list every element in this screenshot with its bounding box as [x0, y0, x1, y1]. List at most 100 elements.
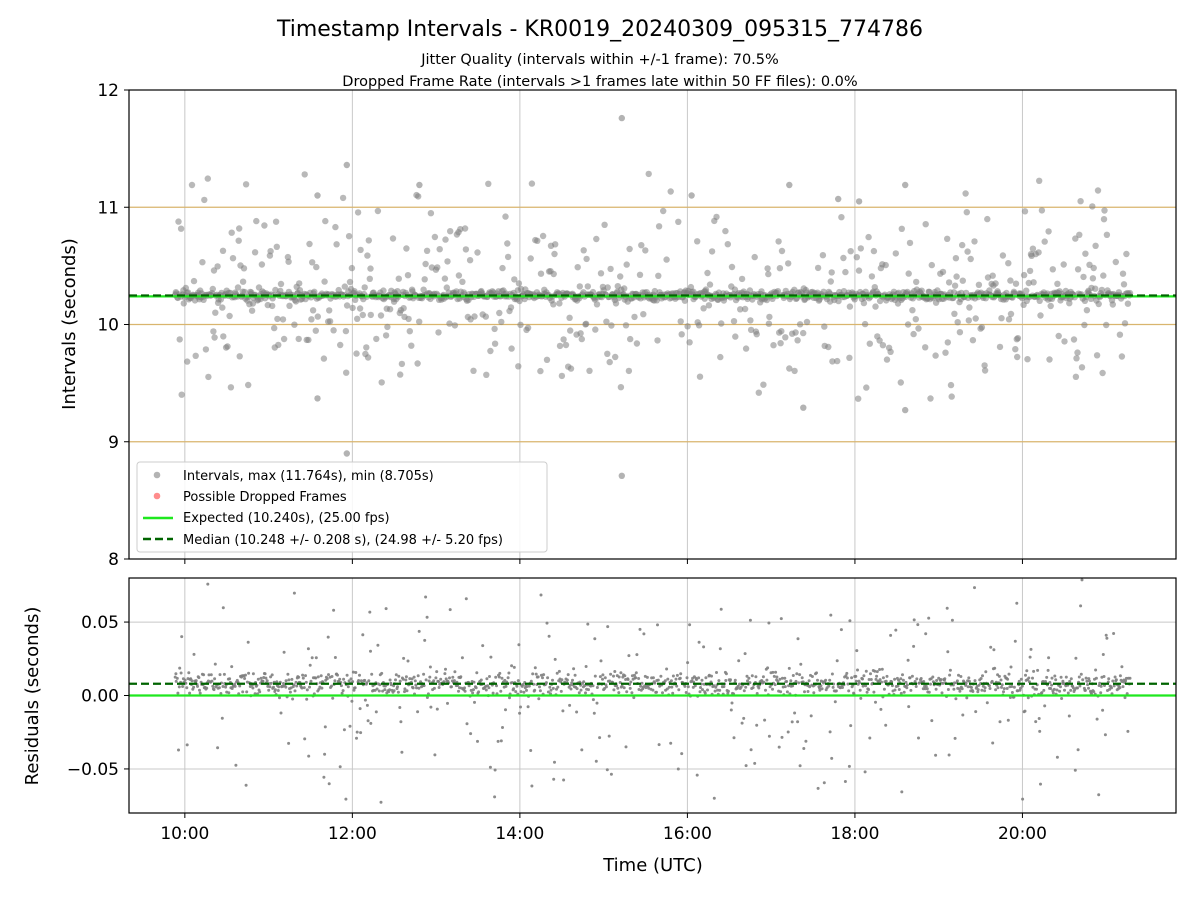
interval-point — [1072, 235, 1079, 242]
interval-point — [444, 258, 451, 265]
residual-point — [795, 672, 799, 676]
x-tick-label: 14:00 — [495, 824, 544, 844]
residual-point — [645, 675, 649, 679]
interval-point — [855, 267, 863, 274]
interval-point — [353, 350, 360, 357]
interval-point — [1022, 287, 1030, 294]
interval-point — [1045, 228, 1052, 235]
residual-point — [369, 721, 373, 725]
residual-point — [595, 701, 599, 705]
interval-point — [1012, 346, 1019, 353]
interval-point — [951, 282, 959, 289]
interval-point — [367, 311, 374, 319]
interval-point — [755, 389, 762, 396]
residual-point — [227, 691, 231, 695]
interval-point — [913, 278, 920, 286]
residual-point — [346, 685, 350, 689]
residual-point — [970, 686, 973, 689]
interval-point — [574, 264, 581, 271]
interval-point — [320, 355, 328, 362]
residual-point — [450, 685, 453, 689]
interval-point — [436, 246, 443, 253]
residual-point — [512, 665, 516, 669]
residual-point — [1076, 686, 1079, 690]
residual-point — [1002, 687, 1006, 691]
residual-point — [414, 683, 418, 687]
bottom-y-tick-label: 0.05 — [81, 613, 119, 633]
residual-point — [472, 680, 476, 684]
residual-point — [460, 656, 464, 660]
residual-point — [389, 683, 393, 687]
interval-point — [631, 313, 638, 321]
residual-point — [755, 692, 759, 695]
interval-point — [309, 259, 316, 266]
residual-point — [701, 688, 704, 692]
residual-point — [638, 627, 642, 631]
residual-point — [467, 684, 471, 688]
residual-point — [1015, 601, 1019, 605]
interval-point — [971, 238, 978, 245]
residual-point — [617, 691, 621, 695]
interval-point — [928, 261, 935, 269]
top-y-tick-label: 9 — [108, 433, 119, 453]
top-panel: 8 9 10 11 12 Intervals (seconds) Intervals, … — [59, 81, 1177, 570]
residual-point — [1126, 729, 1130, 733]
interval-point — [314, 313, 321, 320]
interval-point — [686, 339, 693, 346]
residual-point — [861, 684, 865, 688]
residual-point — [568, 683, 572, 687]
legend: Intervals, max (11.764s), min (8.705s) P… — [136, 461, 548, 553]
residual-point — [946, 650, 950, 654]
residual-point — [1111, 679, 1115, 683]
residual-point — [618, 681, 622, 684]
residual-point — [1026, 696, 1030, 700]
interval-point — [1093, 352, 1101, 359]
interval-point — [578, 335, 585, 343]
residual-point — [858, 688, 862, 692]
residual-point — [530, 784, 534, 788]
interval-point — [558, 372, 566, 380]
interval-point — [866, 340, 873, 347]
interval-point — [700, 305, 707, 312]
residual-point — [948, 668, 952, 672]
interval-point — [414, 360, 421, 367]
residual-point — [816, 678, 819, 682]
interval-point — [482, 313, 489, 320]
interval-point — [655, 223, 663, 230]
interval-point — [1037, 312, 1044, 319]
residual-point — [1012, 685, 1016, 689]
residual-point — [1000, 685, 1003, 689]
residual-point — [1118, 674, 1122, 678]
interval-point — [1124, 300, 1132, 307]
residual-point — [1094, 676, 1098, 680]
interval-point — [228, 229, 235, 236]
interval-point — [272, 218, 280, 225]
residual-point — [617, 675, 621, 679]
residual-point — [527, 684, 531, 688]
interval-point — [537, 367, 544, 375]
residual-point — [637, 688, 641, 691]
interval-point — [474, 249, 481, 256]
residual-point — [392, 689, 396, 693]
interval-point — [580, 247, 587, 254]
interval-point — [847, 248, 854, 255]
residual-point — [657, 743, 661, 747]
residual-point — [211, 684, 215, 688]
interval-point — [364, 354, 372, 361]
residual-point — [569, 687, 573, 691]
residual-point — [565, 678, 569, 682]
residual-point — [867, 678, 871, 681]
residual-point — [273, 688, 277, 692]
x-tick-label: 12:00 — [328, 824, 377, 844]
residual-point — [686, 685, 690, 689]
residual-point — [865, 690, 869, 694]
interval-point — [1092, 242, 1099, 249]
interval-point — [906, 239, 914, 247]
residual-point — [488, 765, 492, 769]
interval-point — [296, 280, 303, 287]
interval-point — [742, 345, 750, 352]
residual-point — [1049, 687, 1053, 690]
interval-outlier-point — [855, 198, 863, 205]
interval-point — [791, 367, 798, 375]
residual-point — [259, 676, 263, 680]
